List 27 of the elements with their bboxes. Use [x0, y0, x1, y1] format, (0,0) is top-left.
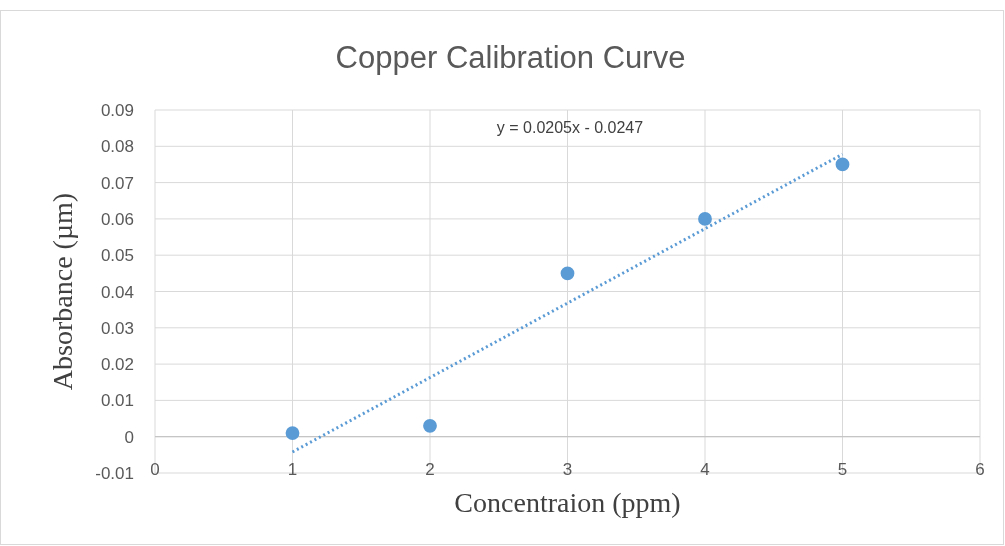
y-tick-label: 0: [124, 427, 134, 447]
y-tick-label: 0.05: [100, 246, 134, 266]
annotation: y = 0.0205x - 0.0247: [496, 119, 644, 136]
y-tick-label: 0.09: [100, 101, 134, 120]
x-tick-label: 2: [425, 459, 435, 479]
x-tick-label: 3: [562, 459, 573, 479]
x-tick-label: 6: [975, 459, 985, 479]
point: [698, 212, 712, 226]
x-axis-title: Concentraion (ppm): [454, 487, 681, 518]
y-axis-title: Absorbance (µm): [47, 192, 78, 391]
y-tick-label: 0.08: [100, 137, 134, 157]
y-tick-label: 0.04: [100, 282, 134, 302]
point: [423, 418, 437, 433]
point: [285, 426, 300, 440]
y-tick-label: -0.01: [95, 464, 134, 483]
x-tick-label: 5: [837, 459, 848, 479]
point: [835, 157, 850, 172]
y-tick-label: 0.07: [100, 173, 134, 193]
y-tick-label: 0.01: [100, 391, 134, 411]
y-tick-label: 0.06: [100, 209, 134, 229]
x-tick-label: 1: [287, 459, 298, 479]
x-tick-label: 4: [700, 459, 710, 479]
point: [560, 266, 575, 281]
x-tick-label: 0: [150, 459, 160, 479]
y-tick-label: 0.03: [100, 318, 134, 338]
chart-title: Copper Calibration Curve: [335, 40, 686, 75]
y-tick-label: 0.02: [100, 355, 134, 375]
